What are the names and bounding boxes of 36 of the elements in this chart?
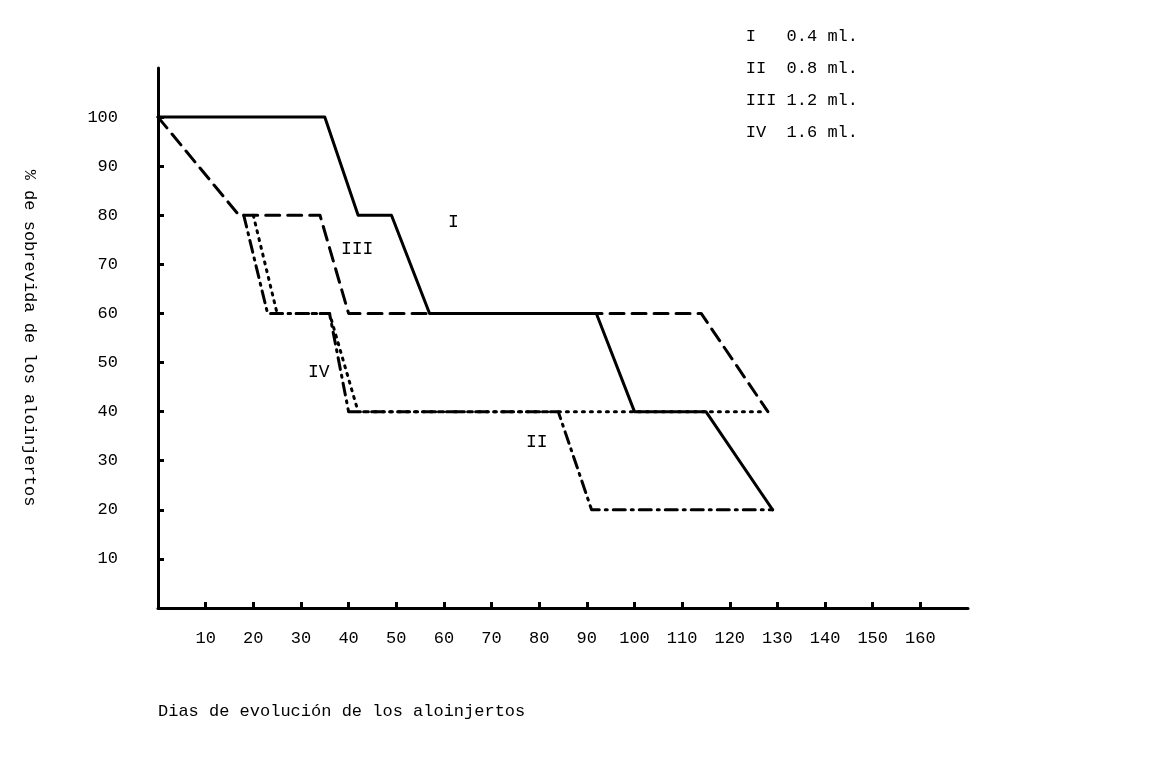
y-tick-label: 40 — [97, 402, 118, 422]
x-tick-label: 90 — [576, 629, 598, 648]
x-tick-label: 130 — [762, 629, 793, 648]
x-tick-label: 160 — [905, 629, 936, 648]
annotation: IV 1.6 ml. — [745, 123, 858, 142]
x-tick-label: 120 — [714, 629, 746, 648]
y-tick-label: 100 — [87, 107, 118, 127]
x-tick-label: 150 — [857, 629, 889, 648]
x-tick-label: 140 — [809, 629, 841, 648]
y-tick-label: 60 — [97, 303, 118, 323]
x-axis-title: Dias de evolución de los aloinjertos — [158, 702, 526, 721]
y-tick-label: 90 — [97, 156, 118, 176]
series-label: II — [526, 432, 548, 452]
y-tick-label: 10 — [97, 549, 118, 569]
series-label: IV — [308, 362, 330, 382]
x-tick-label: 20 — [243, 629, 264, 648]
x-tick-label: 110 — [666, 629, 698, 648]
x-tick-label: 40 — [338, 629, 359, 648]
x-tick-label: 70 — [481, 629, 502, 648]
text: I — [448, 212, 459, 232]
x-tick-label: 30 — [290, 629, 312, 648]
x-tick-label: 10 — [195, 629, 216, 648]
y-tick-label: 80 — [97, 205, 118, 225]
y-tick-label: 30 — [97, 451, 118, 471]
x-tick-label: 50 — [386, 629, 407, 648]
x-tick-label: 80 — [528, 629, 550, 648]
text: I 0.4 ml. — [745, 27, 858, 46]
y-tick-label: 50 — [97, 353, 118, 373]
series-label: III — [341, 239, 374, 259]
y-tick-label: 20 — [97, 500, 118, 520]
x-tick-label: 60 — [433, 629, 455, 648]
annotation: II 0.8 ml. — [745, 59, 858, 78]
x-tick-label: 100 — [619, 629, 650, 648]
y-axis-title: % de sobrevida de los aloinjertos — [20, 169, 39, 507]
y-tick-label: 70 — [97, 254, 118, 274]
annotation: III 1.2 ml. — [745, 91, 858, 110]
